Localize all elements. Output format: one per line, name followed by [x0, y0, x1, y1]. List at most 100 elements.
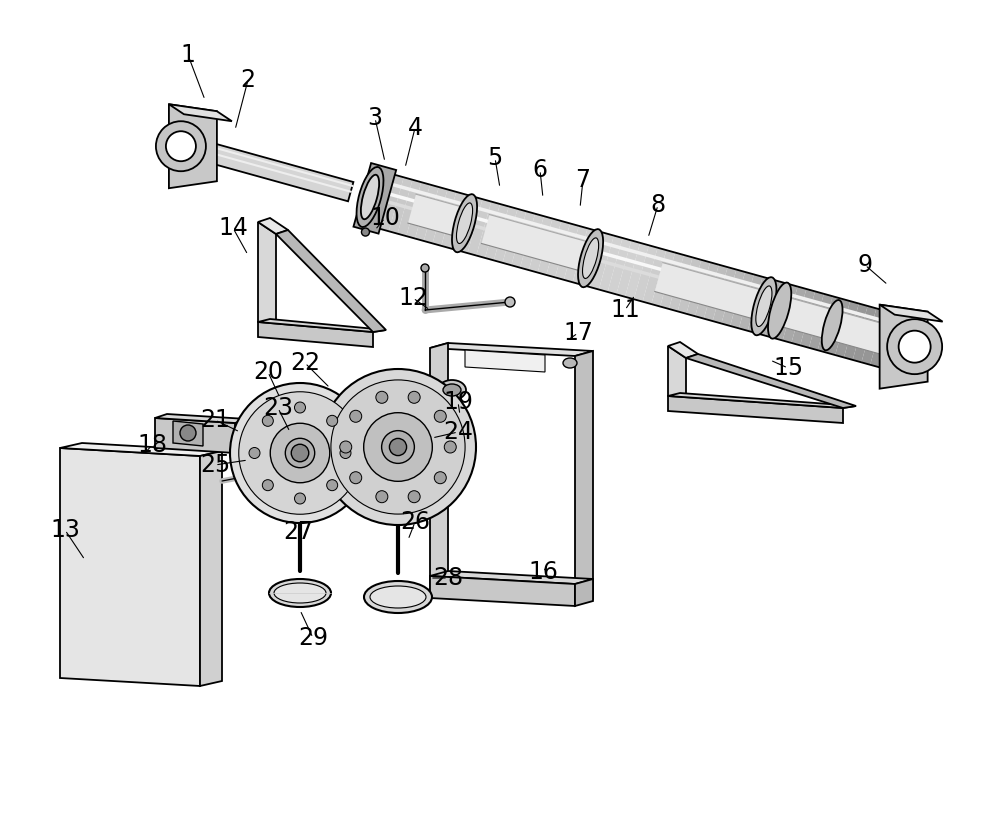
- Polygon shape: [424, 187, 448, 244]
- Text: 13: 13: [50, 518, 80, 542]
- Ellipse shape: [320, 369, 476, 525]
- Ellipse shape: [563, 358, 577, 368]
- Text: 18: 18: [137, 433, 167, 457]
- Polygon shape: [520, 214, 544, 270]
- Polygon shape: [668, 393, 856, 408]
- Ellipse shape: [230, 383, 370, 523]
- Ellipse shape: [285, 463, 295, 473]
- Polygon shape: [686, 260, 710, 316]
- Ellipse shape: [443, 384, 461, 396]
- Polygon shape: [155, 418, 235, 453]
- Polygon shape: [398, 180, 421, 236]
- Polygon shape: [450, 195, 474, 250]
- Text: 4: 4: [408, 116, 422, 140]
- Text: 12: 12: [398, 286, 428, 310]
- Ellipse shape: [239, 392, 361, 514]
- Ellipse shape: [438, 380, 466, 400]
- Polygon shape: [861, 309, 885, 364]
- Polygon shape: [581, 230, 605, 287]
- Polygon shape: [503, 209, 526, 265]
- Polygon shape: [476, 201, 500, 258]
- Polygon shape: [835, 301, 859, 358]
- Polygon shape: [276, 230, 386, 332]
- Ellipse shape: [357, 167, 383, 227]
- Polygon shape: [485, 204, 509, 260]
- Polygon shape: [173, 421, 203, 446]
- Polygon shape: [546, 221, 570, 277]
- Polygon shape: [651, 250, 675, 306]
- Text: 2: 2: [240, 68, 256, 92]
- Text: 6: 6: [532, 158, 548, 182]
- Ellipse shape: [364, 413, 432, 482]
- Ellipse shape: [452, 194, 477, 252]
- Ellipse shape: [408, 491, 420, 503]
- Ellipse shape: [361, 228, 369, 236]
- Ellipse shape: [885, 315, 905, 369]
- Polygon shape: [634, 245, 658, 302]
- Text: 10: 10: [370, 206, 400, 230]
- Text: 25: 25: [200, 453, 230, 477]
- Ellipse shape: [364, 581, 432, 613]
- Text: 17: 17: [563, 321, 593, 345]
- Polygon shape: [380, 175, 404, 231]
- Ellipse shape: [262, 480, 273, 491]
- Polygon shape: [655, 263, 768, 320]
- Polygon shape: [791, 289, 815, 345]
- Polygon shape: [459, 196, 483, 253]
- Polygon shape: [783, 286, 806, 343]
- Ellipse shape: [350, 410, 362, 423]
- Polygon shape: [60, 443, 222, 456]
- Ellipse shape: [249, 448, 260, 458]
- Polygon shape: [389, 177, 412, 234]
- Polygon shape: [730, 272, 754, 329]
- Polygon shape: [415, 185, 439, 241]
- Polygon shape: [853, 306, 876, 363]
- Polygon shape: [739, 275, 763, 331]
- Polygon shape: [870, 311, 894, 367]
- Text: 15: 15: [773, 356, 803, 380]
- Text: 27: 27: [283, 520, 313, 544]
- Polygon shape: [564, 225, 588, 282]
- Polygon shape: [625, 243, 649, 300]
- Polygon shape: [721, 270, 745, 326]
- Polygon shape: [408, 194, 469, 238]
- Ellipse shape: [822, 300, 843, 350]
- Ellipse shape: [166, 131, 196, 161]
- Text: 26: 26: [400, 510, 430, 534]
- Ellipse shape: [899, 330, 931, 363]
- Text: 24: 24: [443, 420, 473, 444]
- Polygon shape: [643, 248, 666, 304]
- Ellipse shape: [444, 441, 456, 453]
- Polygon shape: [669, 255, 693, 311]
- Polygon shape: [575, 351, 593, 604]
- Ellipse shape: [456, 203, 473, 244]
- Polygon shape: [258, 218, 288, 234]
- Polygon shape: [880, 305, 943, 322]
- Polygon shape: [686, 354, 856, 408]
- Ellipse shape: [294, 402, 306, 413]
- Text: 19: 19: [443, 390, 473, 414]
- Text: 28: 28: [433, 566, 463, 590]
- Polygon shape: [465, 350, 545, 372]
- Polygon shape: [538, 219, 561, 275]
- Ellipse shape: [350, 472, 362, 483]
- Polygon shape: [555, 224, 579, 280]
- Polygon shape: [800, 291, 824, 348]
- Ellipse shape: [768, 283, 791, 339]
- Text: 21: 21: [200, 408, 230, 432]
- Polygon shape: [155, 414, 247, 423]
- Ellipse shape: [505, 297, 515, 307]
- Polygon shape: [704, 265, 728, 321]
- Polygon shape: [169, 104, 217, 188]
- Polygon shape: [258, 322, 373, 347]
- Polygon shape: [258, 222, 276, 334]
- Polygon shape: [468, 199, 491, 255]
- Ellipse shape: [331, 380, 465, 514]
- Ellipse shape: [751, 277, 776, 335]
- Text: 9: 9: [858, 253, 872, 277]
- Ellipse shape: [578, 229, 603, 287]
- Polygon shape: [695, 262, 719, 319]
- Text: 11: 11: [610, 298, 640, 322]
- Ellipse shape: [327, 480, 338, 491]
- Polygon shape: [441, 192, 465, 248]
